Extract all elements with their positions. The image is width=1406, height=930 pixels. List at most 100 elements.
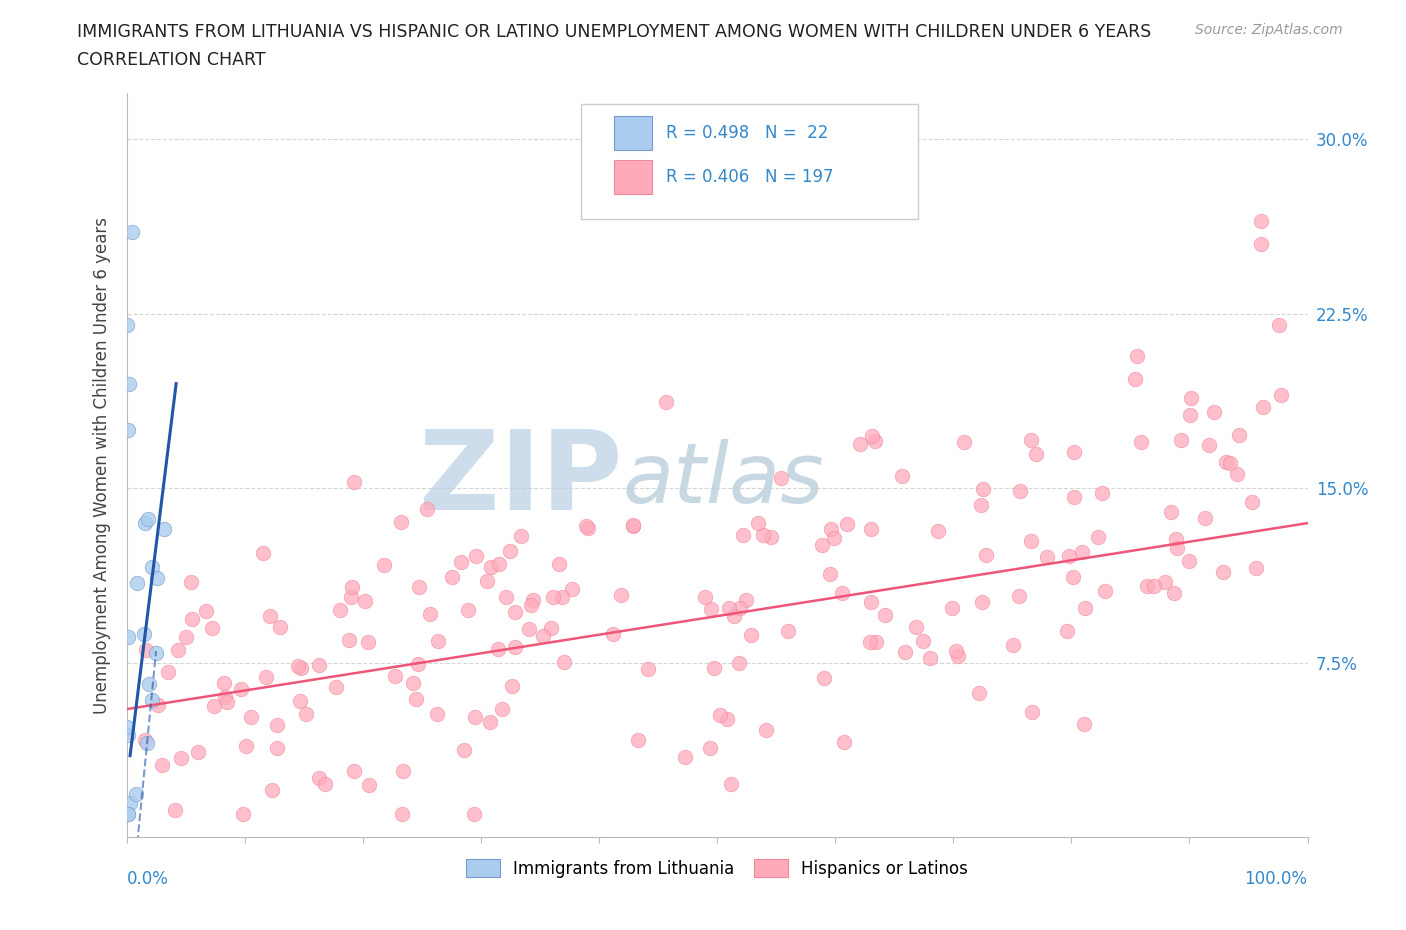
Point [967, 685, 990, 700]
Text: CORRELATION CHART: CORRELATION CHART [77, 51, 266, 69]
Point [212, 676, 235, 691]
Point [1244, 561, 1267, 576]
Point [1194, 511, 1216, 525]
Point [141, 692, 163, 707]
Point [1008, 589, 1031, 604]
Point [974, 548, 997, 563]
Point [342, 579, 364, 594]
Point [266, 741, 288, 756]
Point [576, 521, 599, 536]
Point [167, 643, 190, 658]
Point [329, 603, 352, 618]
Point [1094, 584, 1116, 599]
Point [498, 543, 520, 558]
Point [488, 557, 510, 572]
Text: Source: ZipAtlas.com: Source: ZipAtlas.com [1195, 23, 1343, 37]
Point [720, 777, 742, 791]
Point [1178, 553, 1201, 568]
Point [288, 694, 311, 709]
Point [730, 601, 752, 616]
Point [343, 764, 366, 778]
Point [522, 592, 544, 607]
Point [146, 571, 169, 586]
Point [820, 522, 842, 537]
Point [1056, 623, 1078, 638]
Point [972, 594, 994, 609]
Point [325, 680, 347, 695]
Point [627, 733, 650, 748]
Point [1123, 371, 1146, 386]
Point [1251, 400, 1274, 415]
Point [673, 750, 696, 764]
Point [181, 612, 204, 627]
Point [426, 707, 449, 722]
Point [905, 620, 928, 635]
Point [118, 377, 141, 392]
Point [295, 707, 318, 722]
Point [860, 429, 883, 444]
Point [953, 434, 976, 449]
Point [290, 660, 312, 675]
Point [308, 658, 330, 672]
Point [252, 546, 274, 561]
Point [354, 593, 377, 608]
Point [135, 736, 157, 751]
Point [125, 786, 148, 801]
Point [1126, 348, 1149, 363]
Point [269, 619, 291, 634]
Point [865, 635, 887, 650]
Point [240, 710, 263, 724]
Point [495, 590, 517, 604]
Point [1001, 638, 1024, 653]
Point [262, 782, 284, 797]
Point [115, 719, 138, 734]
Point [920, 650, 942, 665]
Point [911, 633, 934, 648]
Point [416, 502, 439, 517]
Point [1136, 578, 1159, 593]
Point [392, 764, 415, 778]
Text: 100.0%: 100.0% [1244, 870, 1308, 888]
Point [463, 806, 485, 821]
Point [389, 514, 412, 529]
Point [402, 676, 425, 691]
Point [146, 698, 169, 712]
Point [235, 738, 257, 753]
Point [138, 677, 160, 692]
Point [406, 656, 429, 671]
Point [135, 643, 157, 658]
Point [1215, 455, 1237, 470]
Point [540, 620, 562, 635]
Point [259, 608, 281, 623]
Point [699, 741, 721, 756]
Point [134, 733, 156, 748]
Point [287, 658, 309, 673]
Point [863, 433, 886, 448]
Point [637, 661, 659, 676]
Point [734, 592, 756, 607]
Point [1154, 574, 1177, 589]
Text: IMMIGRANTS FROM LITHUANIA VS HISPANIC OR LATINO UNEMPLOYMENT AMONG WOMEN WITH CH: IMMIGRANTS FROM LITHUANIA VS HISPANIC OR… [77, 23, 1152, 41]
Point [501, 679, 523, 694]
Point [254, 670, 277, 684]
Point [450, 554, 472, 569]
Point [848, 436, 870, 451]
Point [194, 604, 217, 618]
Point [1036, 549, 1059, 564]
Point [875, 607, 897, 622]
Point [517, 621, 540, 636]
Point [700, 602, 723, 617]
Point [170, 751, 193, 765]
Point [475, 574, 498, 589]
Point [519, 598, 541, 613]
Point [117, 806, 139, 821]
Point [1087, 530, 1109, 545]
Point [541, 590, 564, 604]
Point [716, 711, 738, 726]
Point [759, 529, 782, 544]
Point [1241, 495, 1264, 510]
Point [384, 668, 406, 683]
Point [723, 609, 745, 624]
Point [610, 588, 633, 603]
FancyBboxPatch shape [581, 104, 918, 219]
